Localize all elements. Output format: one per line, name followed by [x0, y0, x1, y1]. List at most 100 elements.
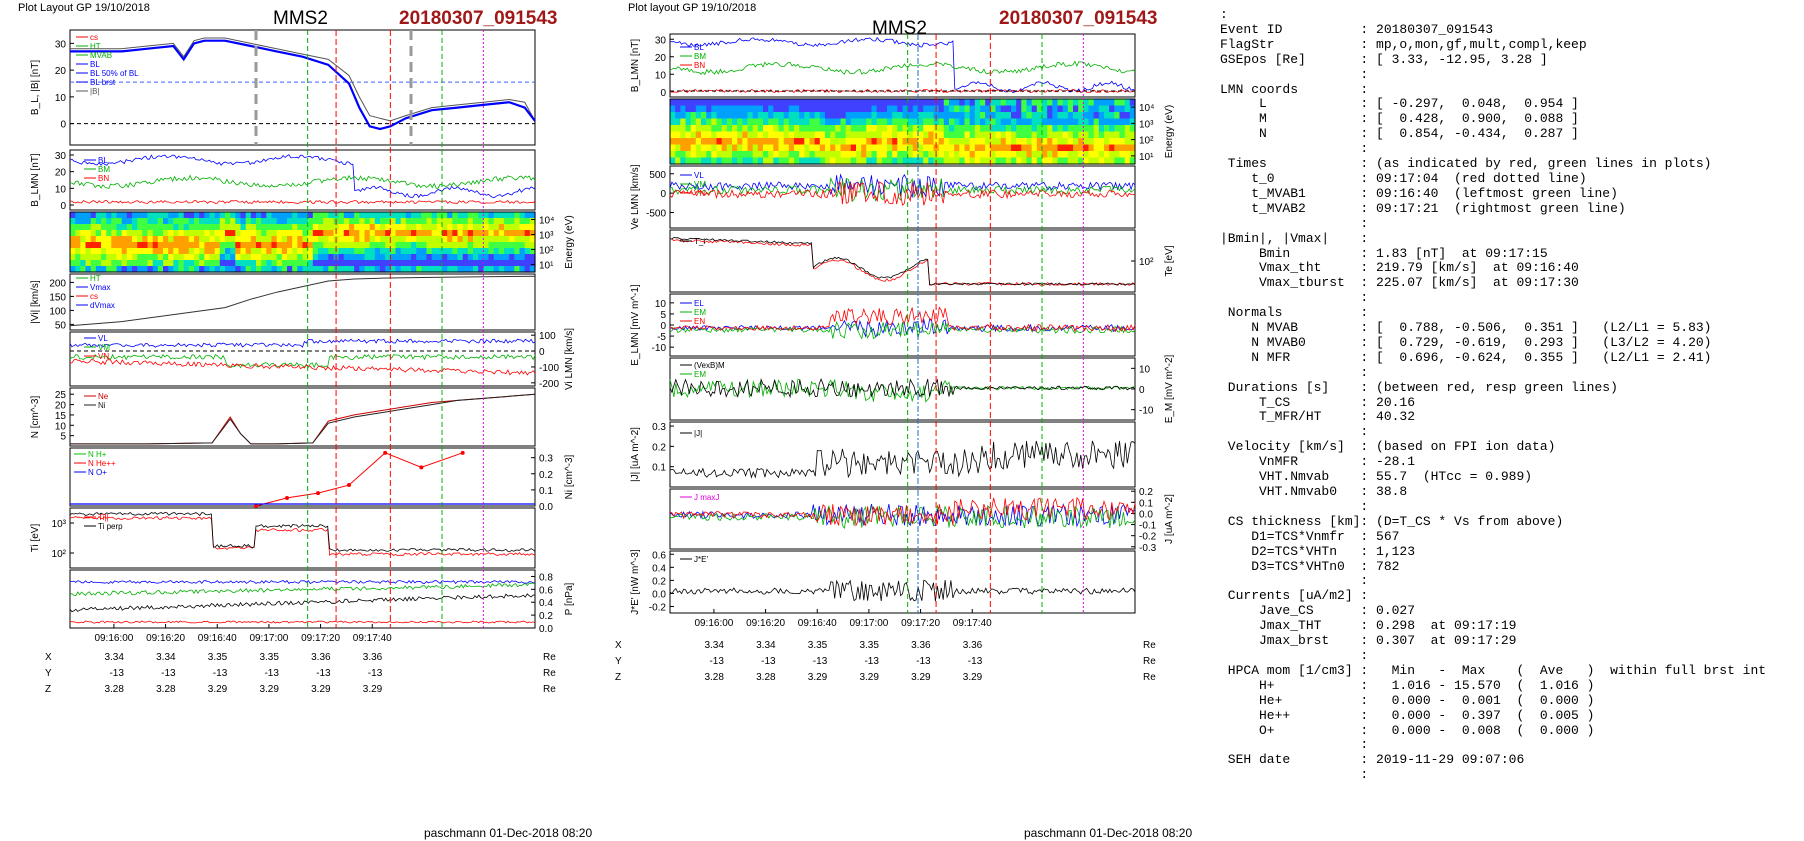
left-panel-ion_spec-cell — [343, 248, 350, 255]
right-panel-e_spec-cell — [763, 125, 769, 133]
right-panel-e_spec-cell — [788, 131, 795, 139]
right-panel-e_spec-cell — [964, 157, 971, 165]
left-panel-ion_spec-cell — [137, 212, 143, 219]
right-panel-e_spec-cell — [752, 144, 759, 152]
right-panel-e_spec-cell — [737, 125, 743, 133]
right-panel-e_spec-cell — [721, 131, 728, 139]
right-panel-e_spec-cell — [778, 131, 785, 139]
right-panel-e_spec-cell — [912, 118, 919, 126]
right-panel-e_spec-cell — [856, 131, 862, 139]
left-panel-ion_spec-cell — [80, 248, 87, 255]
left-panel-ion_spec-cell — [209, 224, 216, 231]
right-panel-e_spec-cell — [969, 125, 976, 133]
info-line: T_CS : 20.16 — [1220, 394, 1416, 410]
right-panel-e_spec-cell — [959, 99, 966, 107]
left-panel-ion_spec-cell — [343, 218, 350, 225]
left-panel-ion_spec-cell — [442, 218, 448, 225]
left-panel-ion_spec-cell — [266, 260, 273, 267]
left-panel-ion_spec-cell — [400, 266, 407, 273]
left-panel-ion_spec-cell — [369, 212, 376, 219]
left-panel-ion_spec-cell — [75, 218, 81, 225]
left-panel-ion_spec-cell — [333, 224, 340, 231]
left-panel-ion_spec-cell — [473, 224, 479, 231]
right-panel-e_spec-cell — [716, 125, 723, 133]
left-panel-ion_spec-cell — [307, 266, 314, 273]
left-panel-ion_spec-cell — [457, 236, 464, 243]
left-panel-ion_spec-cell — [385, 230, 391, 237]
left-panel-ion_spec-cell — [529, 254, 536, 261]
left-panel-ion_spec-cell — [390, 212, 397, 219]
right-panel-e_spec-cell — [912, 157, 919, 165]
left-panel-ion_spec-cell — [137, 248, 143, 255]
left-panel-N-ytick-label: 5 — [60, 432, 66, 443]
left-panel-ion_spec-cell — [183, 248, 190, 255]
right-panel-e_spec-cell — [799, 105, 805, 113]
right-panel-e_spec-cell — [680, 144, 687, 152]
right-panel-e_spec-cell — [1124, 131, 1131, 139]
left-panel-ion_spec-cell — [261, 236, 267, 243]
left-panel-ion_spec-cell — [447, 212, 453, 219]
left-panel-ion_spec-cell — [421, 212, 428, 219]
right-panel-e_spec-cell — [747, 99, 754, 107]
right-panel-e_spec-cell — [701, 144, 707, 152]
left-panel-ion_spec-cell — [328, 254, 335, 261]
right-panel-e_spec-cell — [1098, 112, 1105, 120]
right-panel-e_spec-cell — [1109, 131, 1115, 139]
series-Ne — [70, 393, 536, 445]
left-panel-ion_spec-cell — [519, 230, 526, 237]
right-panel-e_spec-cell — [742, 105, 749, 113]
left-panel-ion_spec-cell — [183, 254, 190, 261]
left-panel-ion_spec-cell — [85, 218, 92, 225]
left-panel-BLMN-ytick-label: 10 — [55, 184, 67, 195]
left-panel-ion_spec-cell — [80, 236, 87, 243]
hepp-point — [285, 495, 289, 500]
left-panel-ion_spec-cell — [483, 254, 490, 261]
right-panel-e_spec-cell — [1088, 112, 1095, 120]
right-panel-e_spec-cell — [1026, 151, 1033, 159]
right-panel-e_spec-cell — [876, 144, 883, 152]
left-panel-ion_spec-cell — [235, 266, 242, 273]
right-panel-e_spec-cell — [804, 151, 811, 159]
left-panel-ion_spec-cell — [493, 212, 500, 219]
right-panel-e_spec-cell — [871, 105, 878, 113]
right-panel-e_spec-cell — [995, 105, 1002, 113]
left-panel-ion_spec-cell — [467, 212, 474, 219]
right-panel-e_spec-cell — [912, 99, 919, 107]
left-panel-ion_spec-cell — [514, 236, 521, 243]
left-panel-ion_spec-cell — [364, 224, 371, 231]
left-panel-ion_spec-cell — [287, 260, 293, 267]
left-panel-ion_spec-cell — [473, 218, 479, 225]
right-panel-e_spec-cell — [969, 144, 976, 152]
left-panel-ion_spec-cell — [462, 242, 469, 249]
right-panel-e_spec-cell — [933, 144, 940, 152]
right-panel-e_spec-cell — [1062, 112, 1069, 120]
info-line: t_0 : 09:17:04 (red dotted line) — [1220, 170, 1587, 186]
right-panel-e_spec-cell — [1124, 125, 1131, 133]
left-panel-ion_spec-cell — [116, 218, 123, 225]
left-panel-ion_spec-cell — [374, 254, 381, 261]
right-panel-e_spec-cell — [923, 144, 929, 152]
left-panel-ion_spec-cell — [390, 248, 397, 255]
right-panel-e_spec-cell — [840, 99, 847, 107]
right-panel-e_spec-cell — [949, 112, 955, 120]
left-panel-ion_spec-cell — [462, 248, 469, 255]
left-panel-ion_spec-cell — [529, 266, 536, 273]
left-panel-ion_spec-cell — [240, 266, 247, 273]
left-panel-BLMN-legend-label: BL — [98, 156, 108, 165]
left-panel-ion_spec-cell — [80, 254, 87, 261]
left-panel-ion_spec-cell — [447, 230, 453, 237]
right-panel-e_spec-cell — [716, 131, 723, 139]
left-panel-ion_spec-cell — [142, 224, 149, 231]
left-panel-ion_spec-cell — [524, 218, 531, 225]
left-panel-ion_spec-cell — [364, 254, 371, 261]
left-panel-ion_spec-cell — [509, 248, 515, 255]
left-panel-ion_spec-cell — [390, 236, 397, 243]
right-panel-e_spec-cell — [1083, 118, 1090, 126]
right-panel-e_spec-cell — [1062, 138, 1069, 146]
left-panel-ion_spec-cell — [214, 236, 221, 243]
right-panel-e_spec-cell — [1078, 151, 1084, 159]
left-panel-ion_spec-cell — [364, 266, 371, 273]
left-panel-ion_spec-frame — [69, 211, 536, 273]
right-panel-e_spec-cell — [861, 144, 867, 152]
left-panel-ion_spec-cell — [354, 212, 360, 219]
